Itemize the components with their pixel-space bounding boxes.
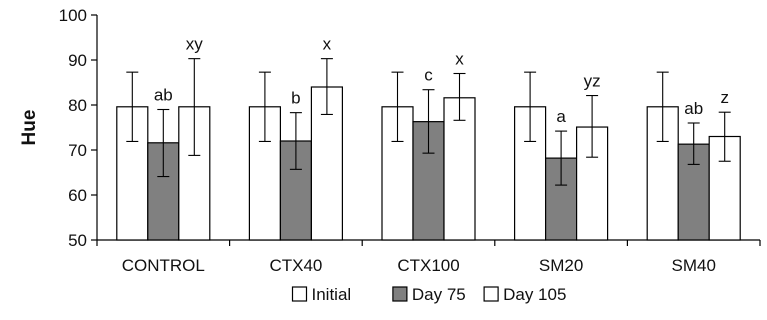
x-tick-label: CTX100: [397, 256, 459, 275]
significance-label: xy: [186, 35, 204, 54]
error-bars: [126, 58, 731, 186]
legend-swatch: [392, 286, 408, 302]
significance-label: ab: [154, 86, 173, 105]
significance-label: a: [556, 107, 566, 126]
legend-swatch: [483, 286, 499, 302]
bars: [116, 86, 741, 241]
legend: Initial Day 75 Day 105: [291, 285, 566, 304]
legend-label: Initial: [312, 285, 352, 304]
significance-label: z: [720, 88, 729, 107]
x-tick-label: SM20: [539, 256, 583, 275]
y-tick-label: 70: [68, 141, 87, 160]
significance-label: yz: [584, 72, 601, 91]
y-axis-title: Hue: [19, 110, 40, 146]
significance-label: c: [424, 66, 433, 85]
legend-swatch: [291, 286, 308, 302]
axes: 50 60 70 80 90 100 Hue CONTROL CTX40 CTX100 SM20 SM…: [19, 6, 761, 275]
x-tick-label: CTX40: [269, 256, 322, 275]
y-tick-label: 90: [68, 51, 87, 70]
y-tick-label: 80: [68, 96, 87, 115]
significance-label: x: [323, 35, 332, 54]
legend-label: Day 75: [412, 285, 466, 304]
legend-label: Day 105: [503, 285, 566, 304]
x-tick-label: CONTROL: [122, 256, 205, 275]
significance-label: b: [291, 89, 300, 108]
y-tick-label: 100: [59, 6, 87, 25]
significance-label: ab: [684, 99, 703, 118]
y-tick-label: 50: [68, 231, 87, 250]
significance-label: x: [455, 50, 464, 69]
y-tick-label: 60: [68, 186, 87, 205]
x-tick-label: SM40: [671, 256, 715, 275]
